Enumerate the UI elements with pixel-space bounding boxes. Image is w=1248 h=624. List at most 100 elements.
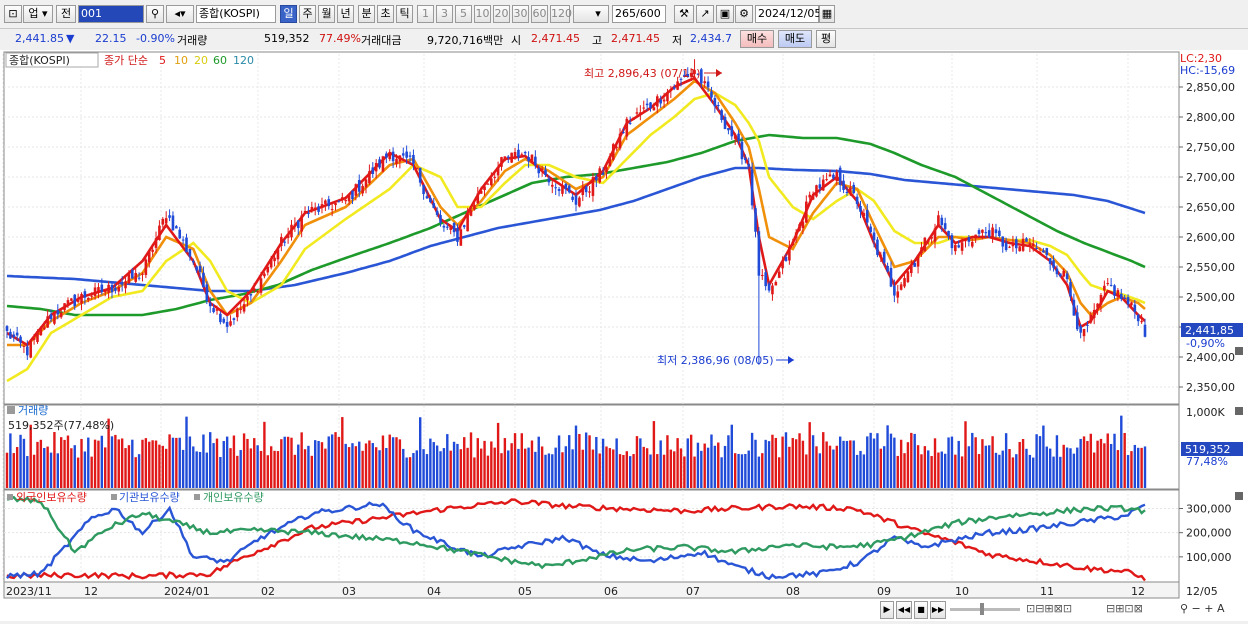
candle-body bbox=[760, 275, 764, 277]
interval-60[interactable]: 60 bbox=[531, 5, 548, 23]
x-tick-label: 12 bbox=[1131, 585, 1145, 598]
volume-bar bbox=[463, 437, 466, 488]
stop-button[interactable]: ■ bbox=[914, 601, 928, 619]
scroll-slider[interactable] bbox=[950, 608, 1020, 611]
scroll-thumb[interactable] bbox=[980, 603, 984, 615]
candle-body bbox=[947, 230, 950, 237]
volume-bar bbox=[801, 440, 805, 488]
ma-legend-20: 20 bbox=[194, 54, 208, 67]
candle-body bbox=[1028, 243, 1032, 247]
candle-body bbox=[327, 199, 331, 207]
rewind-button[interactable]: ◀◀ bbox=[896, 601, 912, 619]
ma-legend-label: 종가 단순 bbox=[104, 54, 148, 67]
count-field[interactable]: 265/600 bbox=[612, 5, 666, 23]
volume-bar bbox=[100, 435, 104, 488]
volume-bar bbox=[232, 435, 236, 488]
zoom-tools-icon[interactable]: ⊡⊟⊞⊠⊡ bbox=[1026, 602, 1073, 615]
volume-bar bbox=[835, 445, 838, 488]
candle-body bbox=[534, 156, 537, 166]
market-select[interactable]: 업 ▾ bbox=[23, 5, 53, 23]
interval-30[interactable]: 30 bbox=[512, 5, 529, 23]
volume-bar bbox=[198, 451, 202, 488]
period-minute[interactable]: 분 bbox=[358, 5, 375, 23]
forward-button[interactable]: ▶▶ bbox=[930, 601, 946, 619]
volume-bar bbox=[866, 436, 869, 488]
interval-1[interactable]: 1 bbox=[417, 5, 434, 23]
play-button[interactable]: ▶ bbox=[880, 601, 894, 619]
candle-body bbox=[347, 194, 351, 202]
sell-button[interactable]: 매도 bbox=[778, 30, 812, 48]
window-icon[interactable]: ⊡ bbox=[4, 5, 22, 23]
zoom-icon[interactable]: ⚲ − + A bbox=[1180, 602, 1225, 615]
candle-body bbox=[337, 200, 341, 202]
volume-bar bbox=[544, 454, 547, 488]
candle-body bbox=[1130, 302, 1133, 306]
save-icon[interactable]: ▣ bbox=[716, 5, 734, 23]
candle-body bbox=[672, 87, 676, 89]
hc-label: HC:-15,69 bbox=[1180, 64, 1235, 77]
speaker-icon[interactable]: ◂▾ bbox=[166, 5, 194, 23]
gear-icon[interactable]: ⚙ bbox=[735, 5, 753, 23]
candle-body bbox=[391, 151, 395, 162]
avg-button[interactable]: 평 bbox=[816, 30, 836, 48]
candle-body bbox=[1096, 303, 1099, 308]
volume-bar bbox=[669, 449, 673, 488]
volume-label: 거래량 bbox=[177, 34, 208, 47]
volume-pane-close-icon[interactable] bbox=[1235, 407, 1243, 415]
period-tick[interactable]: 틱 bbox=[396, 5, 413, 23]
volume-bar bbox=[70, 448, 73, 488]
period-second[interactable]: 초 bbox=[377, 5, 394, 23]
candle-body bbox=[280, 237, 283, 247]
volume-bar bbox=[15, 447, 19, 488]
volume-bar bbox=[781, 436, 784, 488]
volume-bar bbox=[1133, 444, 1137, 488]
volume-bar bbox=[486, 455, 490, 488]
code-input[interactable]: 001 bbox=[78, 5, 144, 23]
period-week[interactable]: 주 bbox=[299, 5, 316, 23]
candle-body bbox=[1025, 238, 1028, 242]
interval-120[interactable]: 120 bbox=[550, 5, 572, 23]
interval-3[interactable]: 3 bbox=[436, 5, 453, 23]
buy-button[interactable]: 매수 bbox=[740, 30, 774, 48]
tools-icon[interactable]: ⚒ bbox=[674, 5, 694, 23]
volume-pane-icon[interactable] bbox=[7, 406, 15, 414]
prev-button[interactable]: 전 bbox=[56, 5, 76, 23]
interval-5[interactable]: 5 bbox=[455, 5, 472, 23]
volume-bar bbox=[391, 437, 395, 488]
volume-bar bbox=[622, 454, 625, 488]
volume-bar bbox=[1130, 451, 1133, 488]
holdings-pane-close-icon[interactable] bbox=[1235, 492, 1243, 500]
candle-body bbox=[415, 167, 419, 169]
candle-body bbox=[747, 164, 751, 167]
draw-icon[interactable]: ↗ bbox=[696, 5, 714, 23]
search-icon[interactable]: ⚲ bbox=[146, 5, 164, 23]
view-tools-icon[interactable]: ⊟⊞⊡⊠ bbox=[1106, 602, 1143, 615]
candle-body bbox=[849, 187, 852, 193]
period-month[interactable]: 월 bbox=[318, 5, 335, 23]
interval-20[interactable]: 20 bbox=[493, 5, 510, 23]
price-tick-label: 2,500,00 bbox=[1186, 291, 1235, 304]
candle-body bbox=[645, 103, 649, 106]
candle-body bbox=[666, 92, 669, 102]
candle-body bbox=[730, 126, 734, 137]
volume-bar bbox=[784, 432, 788, 488]
volume-bar bbox=[56, 453, 60, 488]
candle-body bbox=[273, 257, 276, 262]
interval-10[interactable]: 10 bbox=[474, 5, 491, 23]
volume-bar bbox=[1140, 447, 1143, 488]
candle-body bbox=[913, 262, 916, 267]
period-day[interactable]: 일 bbox=[280, 5, 297, 23]
chart-area[interactable]: 2,350,002,400,002,450,002,500,002,550,00… bbox=[0, 50, 1248, 621]
volume-bar bbox=[832, 449, 835, 488]
candle-body bbox=[212, 308, 215, 313]
price-pane-close-icon[interactable] bbox=[1235, 347, 1243, 355]
volume-bar bbox=[933, 438, 937, 488]
volume-bar bbox=[476, 438, 479, 488]
interval-dropdown[interactable]: ▾ bbox=[573, 5, 609, 23]
volume-bar bbox=[280, 439, 283, 488]
volume-bar bbox=[1062, 444, 1065, 488]
calendar-icon[interactable]: ▦ bbox=[819, 5, 835, 23]
volume-bar bbox=[1018, 441, 1021, 488]
period-year[interactable]: 년 bbox=[337, 5, 354, 23]
date-field[interactable]: 2024/12/05 bbox=[755, 5, 821, 23]
